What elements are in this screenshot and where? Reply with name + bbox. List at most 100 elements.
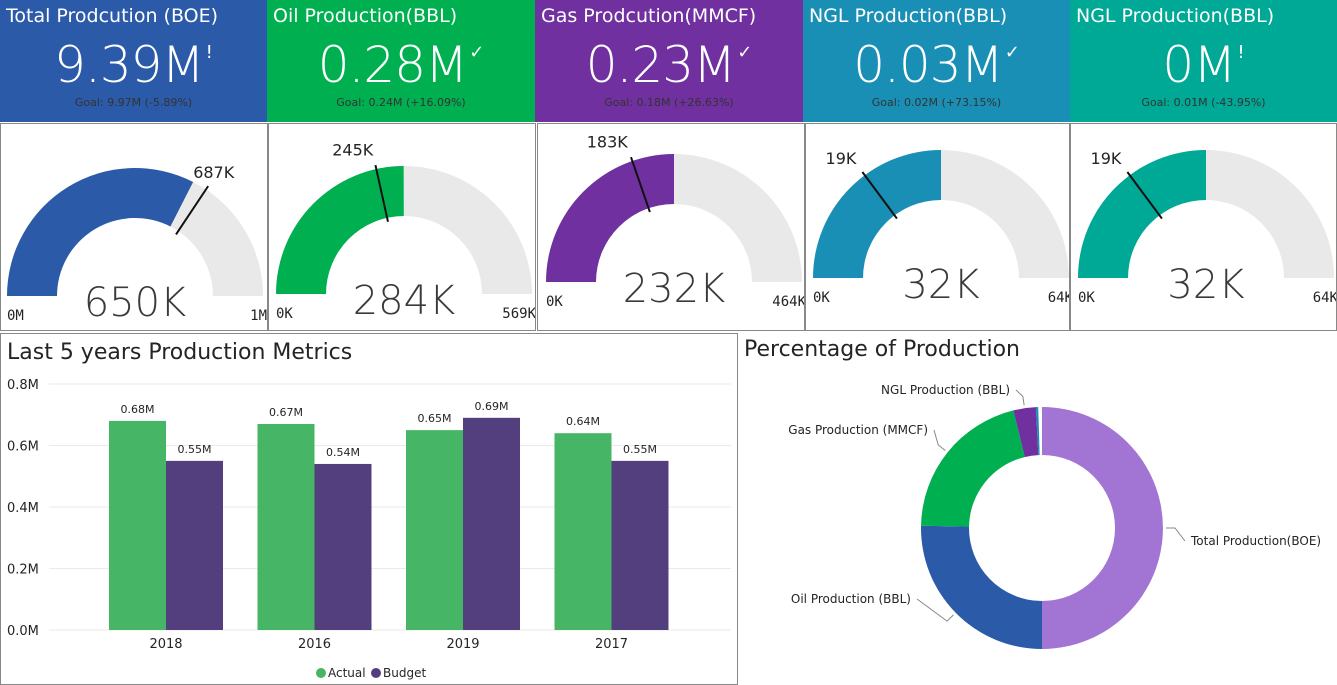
bar-budget[interactable] bbox=[611, 460, 669, 630]
y-tick-label: 0.2M bbox=[7, 563, 39, 578]
donut-leader-line bbox=[1166, 527, 1186, 542]
y-tick-label: 0.4M bbox=[7, 501, 39, 516]
donut-chart-card[interactable]: Percentage of Production Total Productio… bbox=[738, 331, 1337, 685]
gauge-value-label: 232K bbox=[623, 266, 726, 312]
donut-chart-plot: Total Production(BOE) Oil Production (BBL… bbox=[788, 383, 1321, 649]
gauge-ngl-production-1[interactable]: 19K 32K 0K 64K bbox=[805, 123, 1070, 331]
donut-slice[interactable] bbox=[921, 525, 1042, 649]
kpi-title: Gas Prodcution(MMCF) bbox=[541, 5, 757, 27]
gauge-max-label: 569K bbox=[502, 306, 535, 322]
kpi-value: 0.28M bbox=[317, 36, 468, 94]
bar-data-label: 0.55M bbox=[623, 443, 657, 456]
bar-chart-card[interactable]: Last 5 years Production Metrics 0.0M 0.2M… bbox=[0, 333, 738, 685]
gauge-max-label: 464K bbox=[772, 294, 804, 310]
donut-slice[interactable] bbox=[1042, 407, 1163, 649]
gauge-ngl-production-2[interactable]: 19K 32K 0K 64K bbox=[1070, 123, 1337, 331]
bar-data-label: 0.55M bbox=[178, 443, 212, 456]
gauge-svg: 19K 32K 0K 64K bbox=[1078, 149, 1336, 308]
donut-chart-title: Percentage of Production bbox=[744, 337, 1020, 362]
bar-budget[interactable] bbox=[166, 460, 223, 630]
legend-label[interactable]: Budget bbox=[383, 666, 426, 680]
gauge-target-label: 19K bbox=[826, 149, 857, 168]
bar-budget[interactable] bbox=[314, 463, 372, 630]
gauge-min-label: 0M bbox=[7, 308, 24, 324]
x-tick-label: 2019 bbox=[446, 637, 479, 652]
gauge-target-marker bbox=[861, 171, 898, 220]
bar-actual[interactable] bbox=[109, 420, 166, 630]
gauge-min-label: 0K bbox=[1078, 290, 1095, 306]
donut-leader-line bbox=[933, 429, 946, 451]
gauge-target-label: 183K bbox=[587, 133, 629, 152]
kpi-status-icon: ✓ bbox=[737, 42, 753, 63]
kpi-title: Total Prodcution (BOE) bbox=[6, 5, 219, 27]
donut-slice[interactable] bbox=[921, 410, 1025, 527]
legend-label[interactable]: Actual bbox=[328, 666, 366, 680]
kpi-title: NGL Production(BBL) bbox=[809, 5, 1008, 27]
gauge-gas-production[interactable]: 183K 232K 0K 464K bbox=[537, 123, 805, 331]
gauge-value-label: 650K bbox=[84, 280, 187, 326]
kpi-card-oil-production[interactable]: Oil Production(BBL) 0.28M ✓ Goal: 0.24M (… bbox=[267, 0, 535, 122]
donut-slice-label: Oil Production (BBL) bbox=[791, 592, 911, 606]
gauge-target-marker bbox=[374, 164, 389, 222]
x-tick-label: 2018 bbox=[149, 637, 182, 652]
gauge-target-marker bbox=[630, 156, 651, 213]
gauge-value-label: 32K bbox=[902, 262, 979, 308]
bar-actual[interactable] bbox=[406, 430, 463, 630]
donut-slice[interactable] bbox=[1013, 407, 1039, 458]
bar-data-label: 0.69M bbox=[475, 400, 509, 413]
gauge-min-label: 0K bbox=[813, 290, 830, 306]
kpi-value: 0.23M bbox=[585, 36, 736, 94]
kpi-title: NGL Production(BBL) bbox=[1076, 5, 1275, 27]
donut-slice[interactable] bbox=[1035, 407, 1040, 456]
gauge-target-label: 19K bbox=[1091, 149, 1122, 168]
gauge-svg: 687K 650K 0M 1M bbox=[7, 163, 267, 326]
kpi-status-icon: ✓ bbox=[1004, 42, 1020, 63]
x-tick-label: 2017 bbox=[595, 637, 628, 652]
legend-marker bbox=[371, 668, 381, 678]
y-tick-label: 0.0M bbox=[7, 624, 39, 639]
gauge-target-label: 687K bbox=[193, 163, 235, 182]
bar-actual[interactable] bbox=[257, 423, 315, 630]
gauge-max-label: 64K bbox=[1048, 290, 1069, 306]
gauge-value-arc bbox=[7, 168, 194, 296]
kpi-value: 9.39M bbox=[54, 36, 204, 94]
gauge-oil-production[interactable]: 245K 284K 0K 569K bbox=[268, 123, 536, 331]
y-tick-label: 0.6M bbox=[7, 440, 39, 455]
gauge-target-label: 245K bbox=[332, 140, 374, 159]
gauge-svg: 245K 284K 0K 569K bbox=[276, 140, 535, 324]
y-tick-label: 0.8M bbox=[7, 378, 39, 393]
kpi-goal: Goal: 0.02M (+73.15%) bbox=[871, 96, 1002, 109]
kpi-card-ngl-production-1[interactable]: NGL Production(BBL) 0.03M ✓ Goal: 0.02M (… bbox=[803, 0, 1070, 122]
gauge-max-label: 1M bbox=[250, 308, 267, 324]
gauge-value-arc bbox=[546, 154, 674, 282]
bar-chart-title: Last 5 years Production Metrics bbox=[7, 340, 353, 365]
bar-data-label: 0.54M bbox=[326, 446, 360, 459]
gauge-value-label: 32K bbox=[1167, 262, 1244, 308]
kpi-goal: Goal: 9.97M (-5.89%) bbox=[74, 96, 193, 109]
bar-actual[interactable] bbox=[554, 433, 612, 630]
kpi-card-gas-production[interactable]: Gas Prodcution(MMCF) 0.23M ✓ Goal: 0.18M … bbox=[535, 0, 803, 122]
kpi-status-icon: ! bbox=[1237, 42, 1245, 63]
gauge-value-arc bbox=[813, 150, 941, 278]
gauge-value-label: 284K bbox=[353, 278, 456, 324]
donut-leader-line bbox=[916, 598, 954, 622]
legend-marker bbox=[316, 668, 326, 678]
kpi-value: 0M bbox=[1162, 36, 1236, 94]
kpi-card-ngl-production-2[interactable]: NGL Production(BBL) 0M! Goal: 0.01M (-43… bbox=[1070, 0, 1337, 122]
bar-budget[interactable] bbox=[463, 417, 520, 630]
gauge-value-arc bbox=[276, 166, 404, 294]
bar-data-label: 0.68M bbox=[121, 403, 155, 416]
gauge-svg: 183K 232K 0K 464K bbox=[546, 133, 804, 312]
gauge-svg: 19K 32K 0K 64K bbox=[813, 149, 1069, 308]
gauge-target-marker bbox=[1126, 171, 1163, 220]
gauge-total-production[interactable]: 687K 650K 0M 1M bbox=[0, 123, 268, 331]
kpi-card-total-production[interactable]: Total Prodcution (BOE) 9.39M! Goal: 9.97… bbox=[0, 0, 267, 122]
bar-data-label: 0.64M bbox=[566, 415, 600, 428]
donut-leader-line bbox=[1015, 389, 1025, 406]
donut-slice-label: NGL Production (BBL) bbox=[881, 383, 1010, 397]
gauge-value-arc bbox=[1078, 150, 1206, 278]
kpi-title: Oil Production(BBL) bbox=[273, 5, 458, 27]
x-tick-label: 2016 bbox=[298, 637, 331, 652]
bar-data-label: 0.65M bbox=[418, 412, 452, 425]
bar-chart-plot: 0.0M 0.2M 0.4M 0.6M 0.8M 0.68M 0.55M 2018 0.67M 0… bbox=[7, 378, 731, 680]
